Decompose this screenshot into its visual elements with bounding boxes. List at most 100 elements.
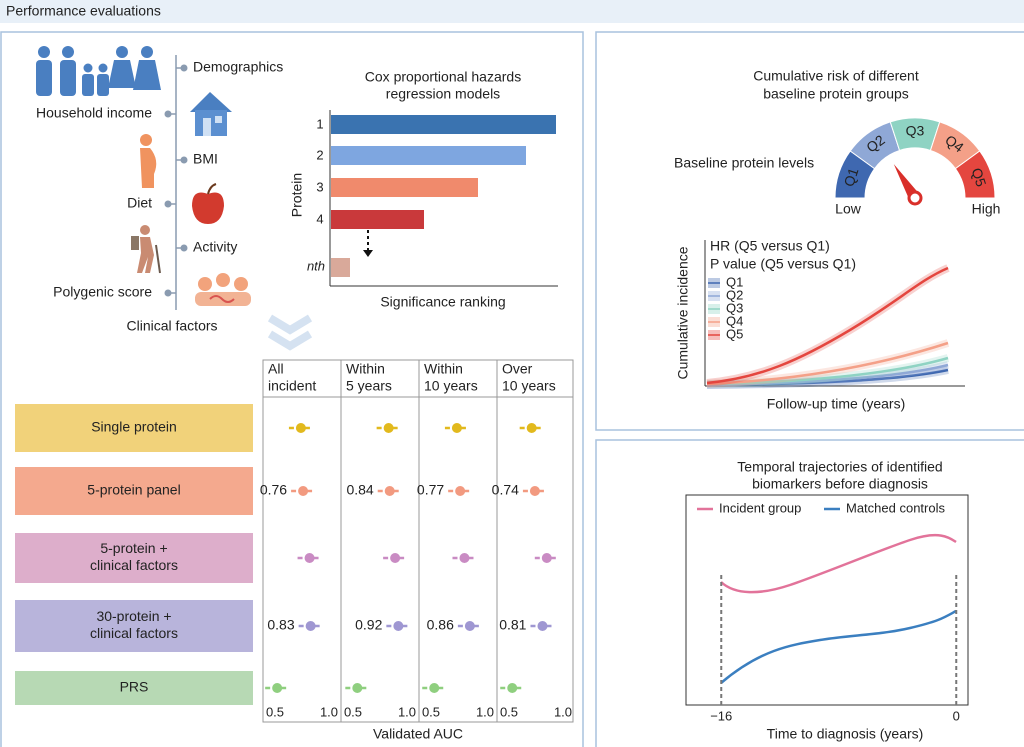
column-header: 10 years [424, 378, 478, 394]
row-box [15, 671, 253, 705]
activity-icon [131, 225, 161, 274]
legend-label: Q2 [726, 287, 743, 302]
factor-label: Demographics [193, 59, 283, 75]
risk-title: Cumulative risk of different [753, 68, 919, 84]
x-tick-label: 1.0 [476, 704, 494, 719]
value-label: 0.83 [267, 617, 294, 633]
risk-annotation: HR (Q5 versus Q1) [710, 238, 830, 254]
factor-label: Activity [193, 239, 237, 255]
risk-title: baseline protein groups [763, 86, 909, 102]
row-box [15, 600, 253, 652]
auc-dot [305, 621, 316, 631]
auc-dot [383, 423, 394, 433]
factor-group-label: Clinical factors [126, 318, 217, 334]
trajectory-curve [720, 609, 957, 684]
x-tick-label: 0.5 [266, 704, 284, 719]
x-tick-label: −16 [710, 708, 732, 723]
auc-dot [272, 683, 283, 693]
column-header: 5 years [346, 378, 392, 394]
gauge-hub [907, 190, 923, 206]
rank-label: 1 [316, 116, 323, 131]
trajectory-title: Temporal trajectories of identified [737, 459, 942, 475]
chevrons [267, 314, 313, 351]
factor-label: BMI [193, 151, 218, 167]
header-title: Performance evaluations [6, 3, 161, 19]
factor-label: Polygenic score [53, 284, 152, 300]
trajectory-frame [685, 494, 969, 706]
rank-bar [331, 258, 350, 277]
cox-title: regression models [386, 86, 500, 102]
incidence-curve [706, 266, 949, 385]
value-label: 0.74 [492, 482, 519, 498]
gauge-segment-label: Q3 [906, 123, 925, 139]
value-label: 0.84 [346, 482, 373, 498]
value-label: 0.86 [427, 617, 454, 633]
auc-dot [390, 553, 401, 563]
column-header: incident [268, 378, 316, 394]
value-label: 0.77 [417, 482, 444, 498]
risk-annotation: P value (Q5 versus Q1) [710, 256, 856, 272]
rank-label: 2 [316, 147, 323, 162]
value-label: 0.81 [499, 617, 526, 633]
cox-title: Cox proportional hazards [365, 69, 521, 85]
auc-dot [464, 621, 475, 631]
gauge-low: Low [835, 201, 862, 217]
trajectory-curve [720, 533, 957, 594]
row-label: Single protein [91, 419, 177, 435]
x-tick-label: 0.5 [500, 704, 518, 719]
arrow-head [363, 250, 373, 257]
people-icon [36, 46, 161, 96]
x-tick-label: 1.0 [398, 704, 416, 719]
header-band [0, 0, 1024, 23]
auc-dot [429, 683, 440, 693]
auc-dot [304, 553, 315, 563]
auc-dot [529, 486, 540, 496]
auc-dot [298, 486, 309, 496]
auc-dot [295, 423, 306, 433]
auc-dot [384, 486, 395, 496]
legend-label: Matched controls [846, 500, 945, 515]
row-box [15, 533, 253, 583]
gauge-segment-label: Q5 [969, 166, 990, 189]
column-header: Within [346, 361, 385, 377]
auc-dot [537, 621, 548, 631]
row-box [15, 404, 253, 452]
incidence-ylabel: Cumulative incidence [675, 246, 691, 379]
left-panel [0, 31, 584, 747]
auc-dot [352, 683, 363, 693]
column-header: Over [502, 361, 533, 377]
bmi-icon [140, 134, 157, 188]
rank-label: nth [307, 258, 325, 273]
column-header: 10 years [502, 378, 556, 394]
row-label: clinical factors [90, 557, 178, 573]
legend-label: Q5 [726, 326, 743, 341]
apple-icon [192, 183, 224, 224]
auc-dot [507, 683, 518, 693]
auc-dot [451, 423, 462, 433]
incidence-curve [706, 356, 949, 386]
auc-dot [526, 423, 537, 433]
auc-dot [393, 621, 404, 631]
trajectory-title: biomarkers before diagnosis [752, 476, 928, 492]
rank-label: 3 [316, 179, 323, 194]
auc-dot [541, 553, 552, 563]
legend-label: Q1 [726, 274, 743, 289]
dna-icon [195, 273, 251, 306]
auc-dot [459, 553, 470, 563]
cox-xlabel: Significance ranking [380, 294, 505, 310]
legend-label: Q3 [726, 300, 743, 315]
trajectory-plot: Incident group Matched controls −16 0 [697, 500, 960, 723]
right-bottom-panel [595, 439, 1024, 747]
value-label: 0.92 [355, 617, 382, 633]
x-tick-label: 0 [953, 708, 960, 723]
legend-label: Q4 [726, 313, 743, 328]
row-label: clinical factors [90, 625, 178, 641]
gauge-label: Baseline protein levels [674, 155, 814, 171]
factor-tree [169, 55, 183, 310]
gauge-segment-label: Q1 [841, 166, 862, 189]
x-tick-label: 0.5 [344, 704, 362, 719]
x-tick-label: 1.0 [320, 704, 338, 719]
